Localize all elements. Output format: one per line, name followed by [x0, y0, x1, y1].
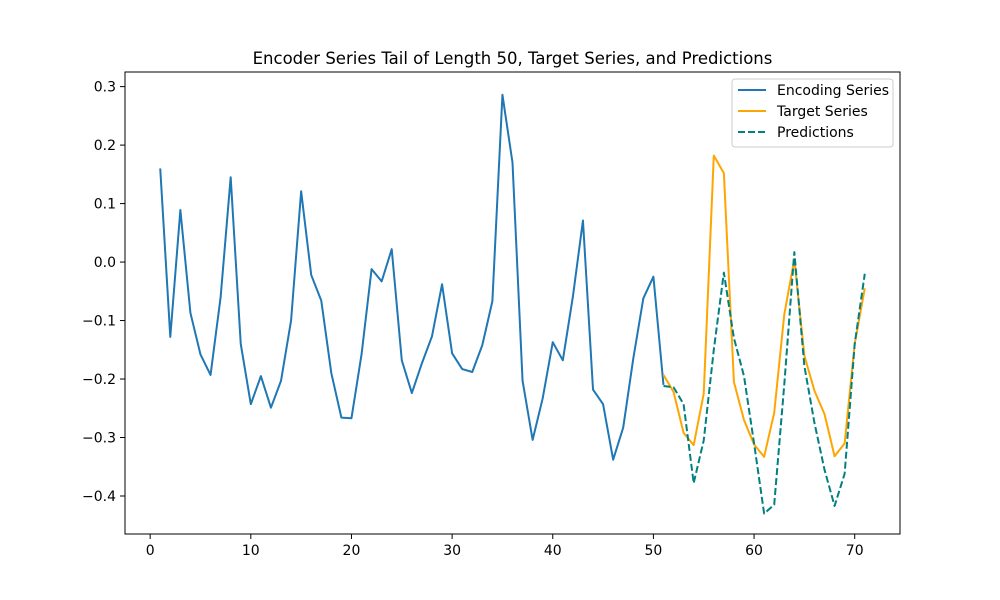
- y-tick-label: 0.1: [94, 197, 116, 213]
- legend: Encoding Series Target Series Predictions: [731, 78, 894, 148]
- y-tick-label: −0.4: [82, 489, 116, 505]
- y-tick-label: 0.3: [94, 80, 116, 96]
- x-tick-label: 50: [644, 543, 662, 559]
- chart-title: Encoder Series Tail of Length 50, Target…: [253, 49, 773, 68]
- series-line-predictions: [663, 251, 866, 515]
- x-tick-label: 70: [846, 543, 864, 559]
- y-tick-label: −0.2: [82, 372, 116, 388]
- legend-label: Target Series: [776, 104, 868, 120]
- x-tick-label: 60: [745, 543, 763, 559]
- axes-frame: [124, 71, 901, 535]
- x-axis: 0 10 20 30 40 50 60 70: [146, 534, 864, 559]
- series-line-target-series: [662, 154, 866, 458]
- x-tick-label: 20: [343, 543, 361, 559]
- legend-label: Encoding Series: [777, 83, 889, 99]
- x-tick-label: 0: [146, 543, 155, 559]
- x-tick-label: 10: [242, 543, 260, 559]
- legend-label: Predictions: [777, 125, 854, 141]
- series-line-encoding-series: [159, 93, 665, 461]
- y-tick-label: 0.0: [94, 255, 116, 271]
- y-tick-label: 0.2: [94, 138, 116, 154]
- x-tick-label: 40: [544, 543, 562, 559]
- x-tick-label: 30: [443, 543, 461, 559]
- y-axis: −0.4 −0.3 −0.2 −0.1 0.0 0.1 0.2 0.3: [82, 80, 125, 505]
- plot-area: [159, 93, 866, 515]
- y-tick-label: −0.3: [82, 431, 116, 447]
- legend-box: [731, 78, 894, 148]
- y-tick-label: −0.1: [82, 314, 116, 330]
